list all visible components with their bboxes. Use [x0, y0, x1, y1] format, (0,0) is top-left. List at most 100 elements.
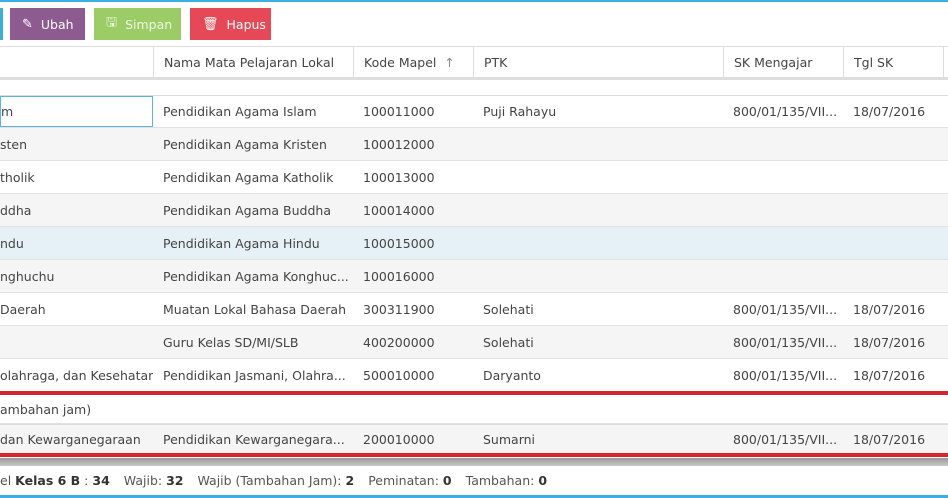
header-label: Nama Mata Pelajaran Lokal: [164, 54, 335, 70]
header-ptk[interactable]: PTK: [473, 47, 723, 77]
cell: [723, 194, 843, 226]
cell: [723, 161, 843, 193]
cell: Solehati: [483, 334, 534, 350]
cell: Pendidikan Kewarganegara...: [163, 432, 345, 447]
horizontal-scrollbar[interactable]: [0, 458, 948, 466]
cell: [723, 227, 843, 259]
cell: [843, 128, 943, 160]
label: Peminatan:: [368, 473, 439, 488]
table-header: Nama Mata Pelajaran Lokal Kode Mapel ↑ PT…: [0, 46, 948, 80]
header-label: Tgl SK: [854, 54, 894, 70]
value: 0: [442, 473, 452, 488]
header-col-extra[interactable]: [943, 47, 948, 77]
cell: 300311900: [363, 301, 435, 317]
label: Wajib:: [123, 473, 163, 488]
label: Wajib (Tambahan Jam):: [197, 473, 342, 488]
save-icon: 🖫: [106, 15, 118, 30]
summary-footer: el Kelas 6 B : 34 Wajib: 32 Wajib (Tamba…: [0, 466, 948, 495]
table-row[interactable]: ddha Pendidikan Agama Buddha 100014000: [0, 194, 948, 227]
cell: Pendidikan Agama Buddha: [163, 202, 331, 218]
cell: [723, 260, 843, 292]
table-row[interactable]: Guru Kelas SD/MI/SLB 400200000 Solehati 800…: [0, 326, 948, 359]
table-row[interactable]: Daerah Muatan Lokal Bahasa Daerah 30031190…: [0, 293, 948, 326]
label: Tambahan:: [465, 473, 535, 488]
cell: olahraga, dan Kesehatan: [0, 367, 153, 383]
cell: [843, 161, 943, 193]
cell: [843, 194, 943, 226]
cell: 800/01/135/VII...: [733, 367, 838, 383]
header-label: SK Mengajar: [734, 54, 813, 70]
cell: 200010000: [363, 432, 435, 447]
partial-button[interactable]: [0, 8, 3, 40]
kelas-label: Kelas 6 B: [15, 473, 81, 488]
table-row[interactable]: olahraga, dan Kesehatan Pendidikan Jasman…: [0, 359, 948, 392]
summary-tambahan: Tambahan: 0: [466, 473, 547, 488]
top-accent-line: [0, 0, 948, 2]
cell: Pendidikan Agama Konghuc...: [163, 268, 349, 284]
header-col-0[interactable]: [0, 47, 153, 77]
group-row[interactable]: ambahan jam): [0, 395, 948, 424]
summary-kelas: el Kelas 6 B : 34: [0, 473, 110, 488]
header-sk-mengajar[interactable]: SK Mengajar: [723, 47, 843, 77]
cell: 18/07/2016: [853, 334, 926, 350]
cell: nghuchu: [0, 268, 55, 284]
cell: [473, 161, 723, 193]
total-value: 34: [92, 473, 110, 488]
trash-icon: 🗑: [202, 16, 219, 32]
header-label: PTK: [484, 54, 508, 70]
cell: Daryanto: [483, 367, 541, 383]
value: 32: [166, 473, 184, 488]
cell: Daerah: [0, 301, 46, 317]
pencil-icon: ✎: [22, 16, 33, 32]
table-row[interactable]: nghuchu Pendidikan Agama Konghuc... 100016…: [0, 260, 948, 293]
header-kode-mapel[interactable]: Kode Mapel ↑: [353, 47, 473, 77]
cell: [843, 260, 943, 292]
header-label: Kode Mapel: [364, 54, 437, 70]
table-row[interactable]: tholik Pendidikan Agama Katholik 100013000: [0, 161, 948, 194]
value: 0: [538, 473, 548, 488]
highlight-line: [0, 391, 948, 395]
ubah-label: Ubah: [40, 16, 74, 32]
cell: 800/01/135/VII...: [733, 104, 838, 119]
cell: 100011000: [363, 104, 435, 119]
cell: sten: [0, 136, 28, 152]
cell: Solehati: [483, 301, 534, 317]
cell: [473, 128, 723, 160]
table-row[interactable]: sten Pendidikan Agama Kristen 100012000: [0, 128, 948, 161]
cell: 500010000: [363, 367, 435, 383]
cell: ddha: [0, 202, 32, 218]
value: 2: [345, 473, 355, 488]
cell: [843, 227, 943, 259]
cell: dan Kewarganegaraan: [0, 432, 141, 447]
cell: 800/01/135/VII...: [733, 432, 838, 447]
summary-peminatan: Peminatan: 0: [368, 473, 451, 488]
ubah-button[interactable]: ✎ Ubah: [10, 8, 85, 40]
hapus-button[interactable]: 🗑 Hapus: [190, 8, 271, 40]
bottom-accent-line: [0, 495, 948, 498]
table-row[interactable]: m Pendidikan Agama Islam 100011000 Puji Rah…: [0, 95, 948, 128]
cell: [473, 260, 723, 292]
group-label: ambahan jam): [0, 401, 92, 417]
cell: 800/01/135/VII...: [733, 334, 838, 350]
cell: 400200000: [363, 334, 435, 350]
cell: [473, 227, 723, 259]
cell: ndu: [0, 235, 24, 251]
cell: Pendidikan Jasmani, Olahra...: [163, 367, 346, 383]
table-row[interactable]: dan Kewarganegaraan Pendidikan Kewargane…: [0, 424, 948, 455]
simpan-label: Simpan: [125, 16, 173, 32]
cell: Pendidikan Agama Hindu: [163, 235, 320, 251]
highlight-line: [0, 453, 948, 457]
table-row[interactable]: ndu Pendidikan Agama Hindu 100015000: [0, 227, 948, 260]
header-tgl-sk[interactable]: Tgl SK: [843, 47, 943, 77]
summary-wajib-tambahan: Wajib (Tambahan Jam): 2: [197, 473, 354, 488]
cell: 100013000: [363, 169, 435, 185]
cell: 100015000: [363, 235, 435, 251]
cell: 18/07/2016: [853, 367, 926, 383]
header-nama-mapel-lokal[interactable]: Nama Mata Pelajaran Lokal: [153, 47, 353, 77]
arrow-up-icon: ↑: [444, 54, 455, 70]
cell: 800/01/135/VII...: [733, 301, 838, 317]
cell: [723, 128, 843, 160]
cell: [0, 326, 153, 358]
summary-wajib: Wajib: 32: [124, 473, 184, 488]
simpan-button[interactable]: 🖫 Simpan: [94, 8, 181, 40]
